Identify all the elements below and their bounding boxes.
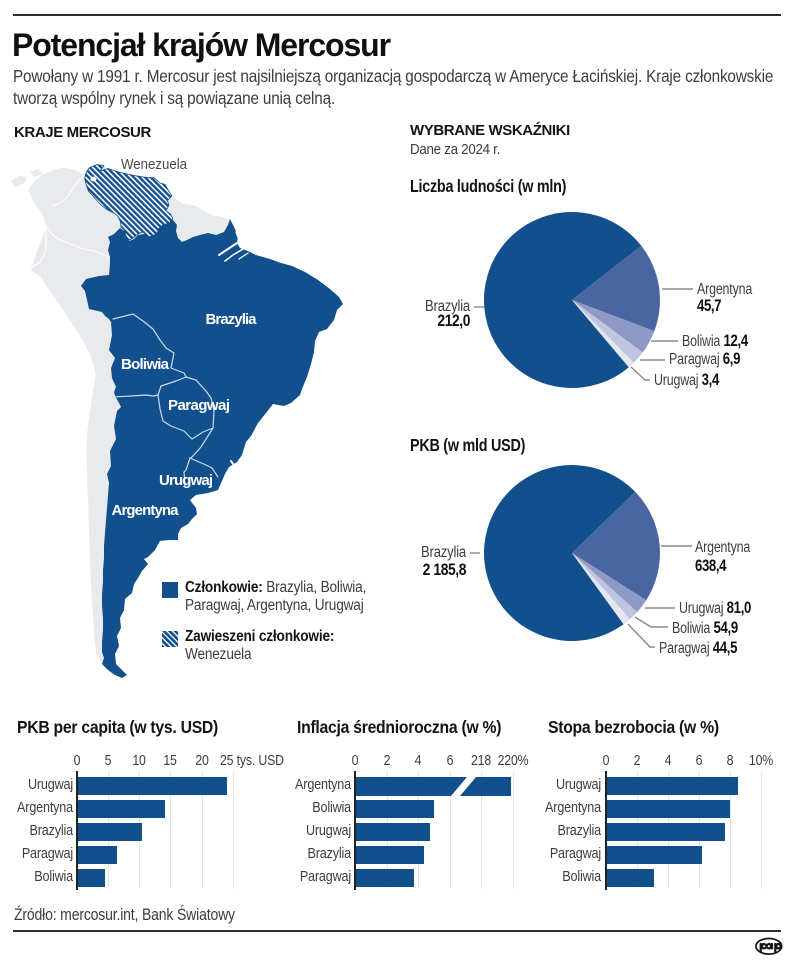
svg-text:Wenezuela: Wenezuela xyxy=(121,156,188,173)
svg-text:Brazylia: Brazylia xyxy=(206,311,258,328)
svg-text:Paragwaj: Paragwaj xyxy=(168,397,230,414)
svg-text:Argentyna: Argentyna xyxy=(112,502,180,519)
svg-text:Boliwia: Boliwia xyxy=(121,356,170,373)
svg-text:Urugwaj: Urugwaj xyxy=(159,472,213,489)
